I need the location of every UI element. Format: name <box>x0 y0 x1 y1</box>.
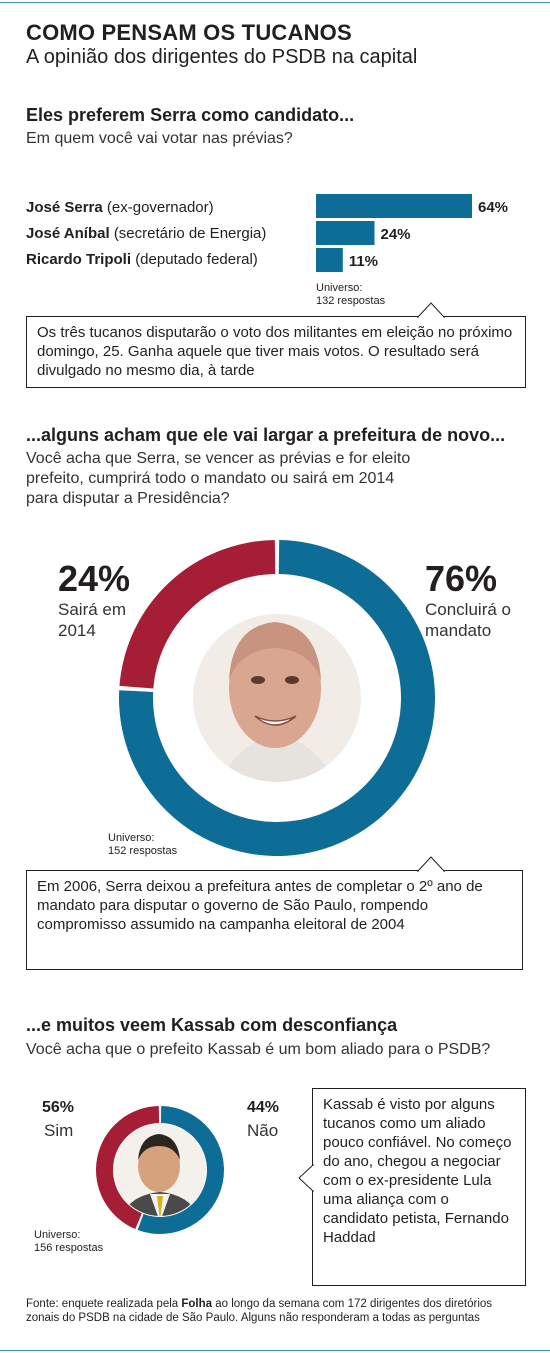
section2-callout: Em 2006, Serra deixou a prefeitura antes… <box>26 870 523 970</box>
bar-value-label-1: 24% <box>381 226 411 243</box>
bar-0 <box>316 194 472 218</box>
donut2-slice-0 <box>137 1106 225 1235</box>
candidate-name: José Aníbal <box>26 225 110 242</box>
donut2-label-red: Não <box>247 1121 279 1140</box>
universe-label: Universo: <box>108 832 155 844</box>
donut-chart-kassab <box>96 1106 225 1235</box>
bottom-rule <box>0 1350 550 1351</box>
section3-callout: Kassab é visto por alguns tucanos como u… <box>312 1088 526 1286</box>
bar-2 <box>316 248 343 272</box>
page-subtitle: A opinião dos dirigentes do PSDB na capi… <box>26 46 418 68</box>
page-title: COMO PENSAM OS TUCANOS <box>26 20 352 45</box>
section1-callout-pointer <box>416 302 446 318</box>
universe-label: Universo: <box>316 282 363 294</box>
section2-callout-pointer <box>416 856 446 872</box>
source-brand: Folha <box>181 1298 213 1310</box>
donut1-pct-red: 24% <box>58 558 131 599</box>
bar-value-label-0: 64% <box>478 199 508 216</box>
section3-title: ...e muitos veem Kassab com desconfiança <box>26 1015 398 1035</box>
section2-question: Você acha que Serra, se vencer as prévia… <box>26 450 411 507</box>
section3-universe: Universo: 156 respostas <box>34 1229 103 1255</box>
bar-chart: 64% 24%11% <box>316 194 508 272</box>
section1-title: Eles preferem Serra como candidato... <box>26 105 355 125</box>
candidate-name: José Serra <box>26 199 103 216</box>
section1-universe: Universo: 132 respostas <box>316 282 385 308</box>
section1-callout: Os três tucanos disputarão o voto dos mi… <box>26 316 526 388</box>
bar-1 <box>316 221 375 245</box>
section3-question: Você acha que o prefeito Kassab é um bom… <box>26 1041 491 1058</box>
universe-count: 156 respostas <box>34 1242 104 1254</box>
kassab-portrait <box>114 1124 206 1216</box>
donut2-slice-1 <box>96 1106 160 1230</box>
candidate-label-2: Ricardo Tripoli (deputado federal) <box>26 251 258 268</box>
candidate-label-1: José Aníbal (secretário de Energia) <box>26 225 266 242</box>
donut2-label-blue: Sim <box>44 1121 74 1140</box>
section2-universe: Universo: 152 respostas <box>108 832 177 858</box>
candidate-role: (deputado federal) <box>135 251 258 268</box>
candidate-role: (ex-governador) <box>106 199 214 216</box>
bar-value-label-2: 11% <box>349 253 378 270</box>
source-suffix: ao longo da semana com 172 dirigentes do… <box>26 1298 493 1324</box>
universe-count: 132 respostas <box>316 295 386 307</box>
section2-title: ...alguns acham que ele vai largar a pre… <box>26 425 506 445</box>
source-prefix: Fonte: enquete realizada pela <box>26 1298 182 1310</box>
source-note: Fonte: enquete realizada pela Folha ao l… <box>26 1297 526 1325</box>
donut-chart-serra <box>119 540 436 856</box>
serra-portrait <box>193 614 361 782</box>
top-rule <box>0 2 550 3</box>
donut1-label-red: Sairá em 2014 <box>58 600 127 640</box>
section1-question: Em quem você vai votar nas prévias? <box>26 130 293 147</box>
section3-callout-pointer <box>298 1163 314 1193</box>
universe-count: 152 respostas <box>108 845 178 857</box>
universe-label: Universo: <box>34 1229 81 1241</box>
donut2-pct-blue: 56% <box>42 1099 75 1116</box>
candidate-role: (secretário de Energia) <box>113 225 267 242</box>
candidate-name: Ricardo Tripoli <box>26 251 132 268</box>
donut2-pct-red: 44% <box>247 1099 280 1116</box>
candidate-label-0: José Serra (ex-governador) <box>26 199 214 216</box>
donut1-label-blue: Concluirá o mandato <box>425 600 511 640</box>
donut1-slice-1 <box>119 540 276 689</box>
donut1-pct-blue: 76% <box>425 558 498 599</box>
